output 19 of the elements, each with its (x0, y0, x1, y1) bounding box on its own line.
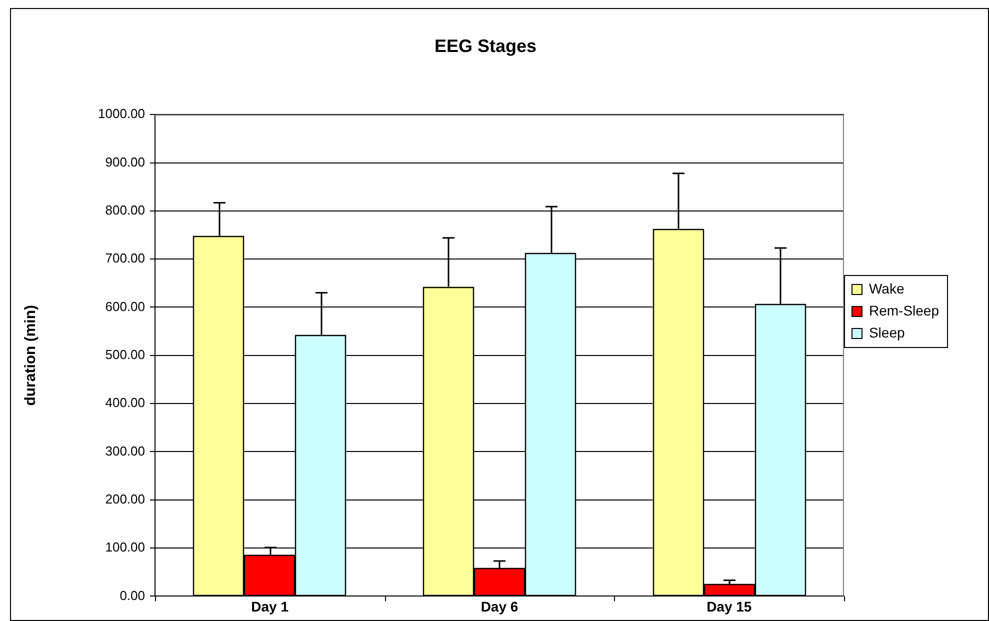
y-tick-label: 300.00 (105, 443, 145, 458)
y-axis-title: duration (min) (22, 304, 40, 406)
x-tick-label: Day 1 (251, 598, 289, 614)
y-tick-label: 100.00 (105, 540, 145, 555)
y-tick-label: 900.00 (105, 154, 145, 170)
y-tick-label: 1000.00 (98, 106, 145, 122)
y-tick-label: 800.00 (105, 202, 145, 218)
y-tick-label: 600.00 (105, 298, 145, 314)
y-tick-label: 500.00 (105, 346, 145, 362)
y-tick-label: 200.00 (105, 491, 145, 506)
y-tick-label: 400.00 (105, 395, 145, 410)
legend-label: Rem-Sleep (868, 302, 940, 318)
chart-title: EEG Stages (434, 36, 537, 56)
x-tick-label: Day 6 (480, 598, 518, 614)
x-tick-label: Day 15 (706, 598, 752, 614)
legend-label: Sleep (868, 324, 905, 340)
y-tick-label: 700.00 (105, 250, 145, 266)
y-tick-label: 0.00 (120, 588, 145, 603)
legend-label: Wake (868, 280, 904, 296)
